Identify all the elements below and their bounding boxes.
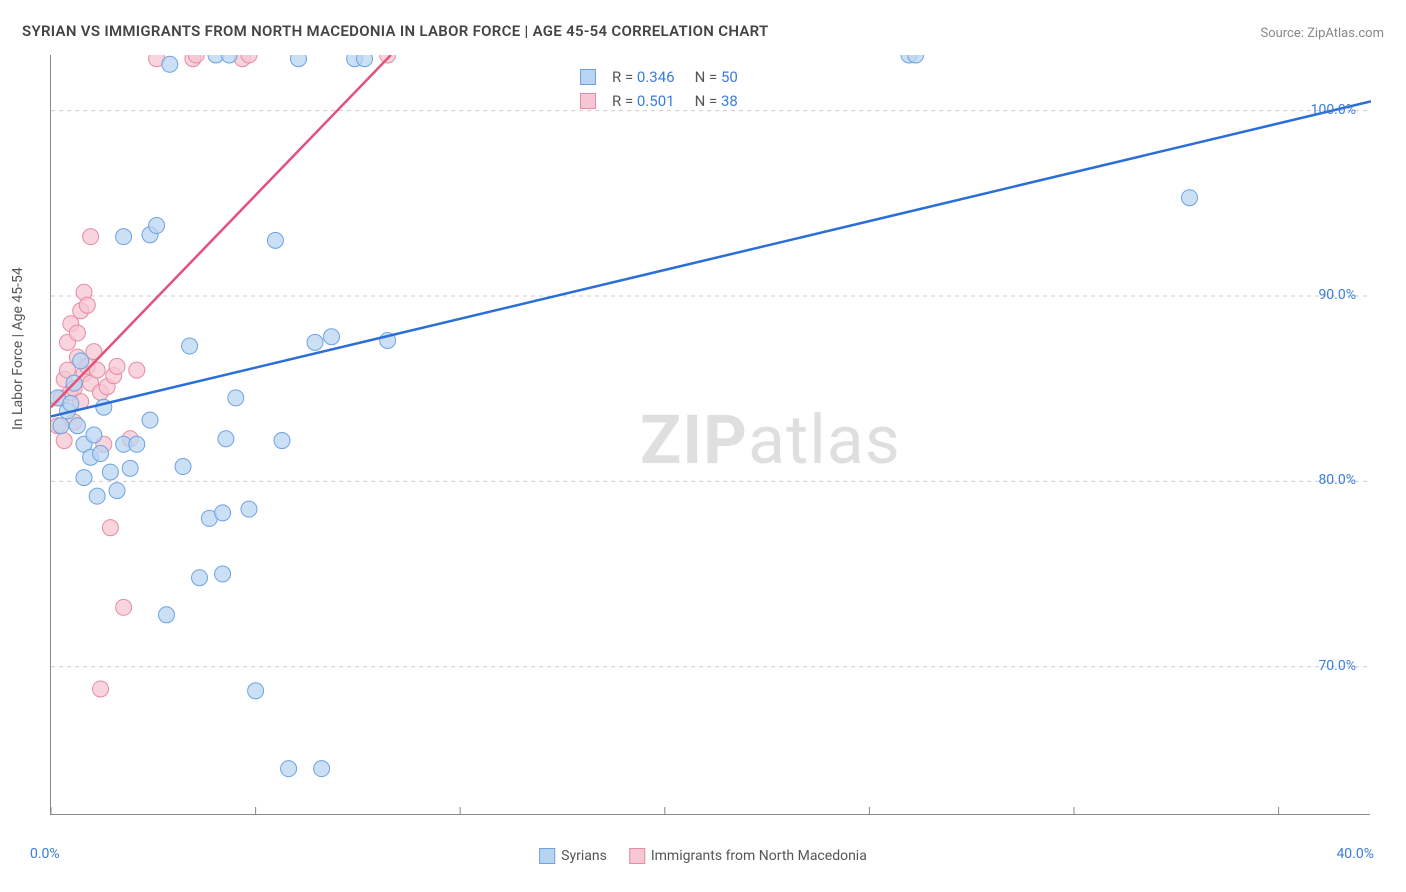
- scatter-point: [182, 338, 198, 354]
- scatter-point: [129, 436, 145, 452]
- scatter-point: [215, 505, 231, 521]
- scatter-point: [102, 464, 118, 480]
- scatter-point: [116, 229, 132, 245]
- stats-swatch: [580, 69, 596, 85]
- y-tick-label: 100.0%: [1311, 102, 1356, 118]
- scatter-point: [324, 329, 340, 345]
- scatter-point: [142, 412, 158, 428]
- scatter-point: [228, 390, 244, 406]
- scatter-point: [291, 55, 307, 67]
- n-label: N = 38: [695, 92, 738, 110]
- scatter-point: [281, 761, 297, 777]
- scatter-point: [89, 488, 105, 504]
- scatter-point: [83, 229, 99, 245]
- scatter-point: [215, 566, 231, 582]
- scatter-point: [69, 325, 85, 341]
- scatter-point: [76, 470, 92, 486]
- scatter-point: [149, 218, 165, 234]
- r-label: R = 0.501: [612, 92, 675, 110]
- y-tick-label: 70.0%: [1318, 658, 1356, 674]
- stats-swatch: [580, 93, 596, 109]
- trend-line: [51, 55, 391, 407]
- y-tick-label: 90.0%: [1318, 287, 1356, 303]
- scatter-point: [53, 418, 69, 434]
- stats-legend-box: R = 0.346 N = 50 R = 0.501 N = 38: [580, 65, 738, 113]
- scatter-svg: [51, 55, 1371, 815]
- source-label: Source: ZipAtlas.com: [1260, 26, 1384, 41]
- scatter-point: [248, 683, 264, 699]
- y-tick-label: 80.0%: [1318, 472, 1356, 488]
- scatter-point: [109, 483, 125, 499]
- scatter-point: [175, 459, 191, 475]
- scatter-point: [314, 761, 330, 777]
- scatter-point: [218, 431, 234, 447]
- legend-label-syrians: Syrians: [561, 848, 607, 864]
- plot-area: [50, 55, 1370, 815]
- bottom-legend: Syrians Immigrants from North Macedonia: [539, 848, 867, 864]
- scatter-point: [93, 446, 109, 462]
- stats-row: R = 0.346 N = 50: [580, 65, 738, 89]
- scatter-point: [162, 56, 178, 72]
- scatter-point: [93, 681, 109, 697]
- legend-swatch-macedonia: [629, 848, 645, 864]
- x-axis-max: 40.0%: [1336, 846, 1374, 862]
- scatter-point: [122, 460, 138, 476]
- legend-label-macedonia: Immigrants from North Macedonia: [651, 848, 867, 864]
- scatter-point: [69, 418, 85, 434]
- scatter-point: [357, 55, 373, 67]
- trend-line: [51, 101, 1371, 416]
- legend-item-macedonia: Immigrants from North Macedonia: [629, 848, 867, 864]
- y-axis-label: In Labor Force | Age 45-54: [10, 267, 26, 430]
- scatter-point: [159, 607, 175, 623]
- scatter-point: [63, 395, 79, 411]
- scatter-point: [86, 427, 102, 443]
- scatter-point: [79, 297, 95, 313]
- legend-swatch-syrians: [539, 848, 555, 864]
- scatter-point: [267, 232, 283, 248]
- chart-title: SYRIAN VS IMMIGRANTS FROM NORTH MACEDONI…: [22, 22, 769, 40]
- n-label: N = 50: [695, 68, 738, 86]
- scatter-point: [56, 433, 72, 449]
- scatter-point: [274, 433, 290, 449]
- scatter-point: [73, 353, 89, 369]
- x-axis-min: 0.0%: [30, 846, 60, 862]
- scatter-point: [129, 362, 145, 378]
- stats-row: R = 0.501 N = 38: [580, 89, 738, 113]
- r-label: R = 0.346: [612, 68, 675, 86]
- scatter-point: [307, 334, 323, 350]
- scatter-point: [109, 358, 125, 374]
- scatter-point: [102, 520, 118, 536]
- scatter-point: [116, 599, 132, 615]
- scatter-point: [241, 501, 257, 517]
- legend-item-syrians: Syrians: [539, 848, 607, 864]
- scatter-point: [1182, 190, 1198, 206]
- scatter-point: [192, 570, 208, 586]
